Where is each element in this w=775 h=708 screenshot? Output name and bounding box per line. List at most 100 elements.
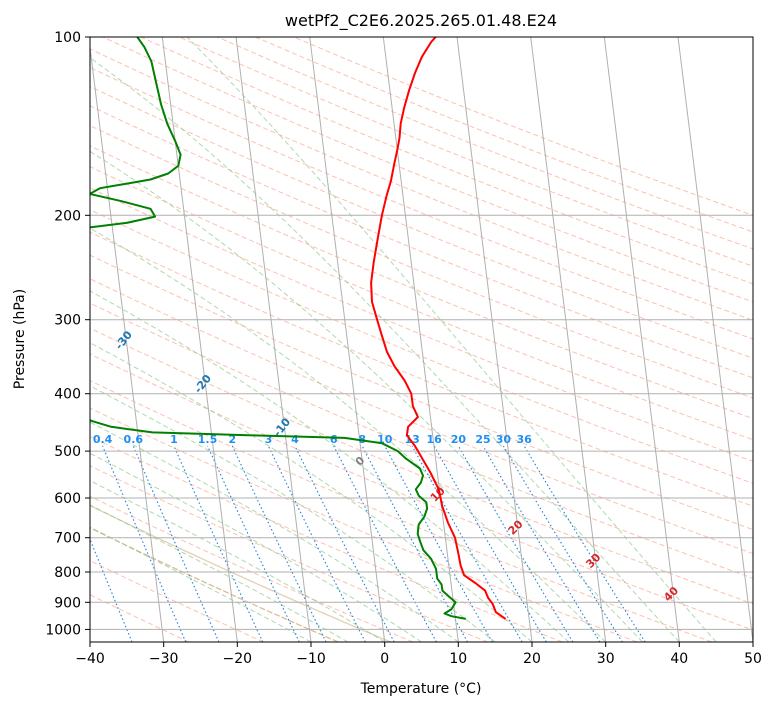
isotherm-line <box>456 37 533 642</box>
mixing-ratio-label: 6 <box>330 433 338 446</box>
moist-adiabat-label: 0 <box>353 454 368 469</box>
moist-adiabat-label: 40 <box>661 584 681 604</box>
dry-adiabat-line <box>90 278 753 555</box>
temperature-trace <box>370 37 507 620</box>
moist-adiabat-line <box>90 385 496 642</box>
isotherm-line <box>530 37 607 642</box>
x-tick-label: −20 <box>223 651 253 667</box>
x-tick-label: 20 <box>523 651 541 667</box>
y-tick-label: 900 <box>54 595 81 611</box>
moist-adiabat-line <box>90 150 643 642</box>
mixing-ratio-label: 25 <box>475 433 490 446</box>
dry-adiabat-line <box>102 37 753 303</box>
dry-adiabat-line <box>90 48 753 321</box>
x-tick-label: 40 <box>670 651 688 667</box>
moist-adiabat-line <box>90 227 607 642</box>
y-tick-label: 800 <box>54 565 81 581</box>
dry-adiabat-line <box>90 66 753 340</box>
dewpoint-trace <box>90 37 466 620</box>
moist-adiabat-line <box>186 37 717 642</box>
mixing-ratio-line <box>457 445 574 642</box>
moist-adiabats <box>90 37 717 642</box>
x-tick-label: −40 <box>75 651 105 667</box>
dry-adiabat-label: -20 <box>192 372 215 396</box>
sounding-traces <box>90 37 507 620</box>
y-tick-label: 400 <box>54 387 81 403</box>
mixing-ratio-label: 30 <box>496 433 512 446</box>
mixing-ratio-label: 1.5 <box>198 433 218 446</box>
mixing-ratio-line <box>267 445 366 642</box>
mixing-ratio-label: 0.6 <box>124 433 144 446</box>
y-tick-label: 300 <box>54 313 81 329</box>
dry-adiabat-line <box>90 327 753 605</box>
reference-adiabat-line <box>90 504 391 642</box>
x-tick-label: 50 <box>744 651 762 667</box>
isotherm-line <box>677 37 753 642</box>
mixing-ratio-line <box>173 445 264 642</box>
dry-adiabat-line <box>90 465 488 642</box>
mixing-ratio-line <box>132 445 220 642</box>
mixing-ratio-line <box>206 445 300 642</box>
dry-adiabat-line <box>90 435 563 642</box>
mixing-ratio-label: 1 <box>170 433 178 446</box>
dry-adiabat-line <box>140 37 753 285</box>
dry-adiabat-label: -40 <box>34 285 57 309</box>
isotherm-line <box>603 37 680 642</box>
y-tick-label: 100 <box>54 30 81 46</box>
y-tick-label: 500 <box>54 444 81 460</box>
mixing-ratio-label: 0.1 <box>0 433 16 446</box>
isotherm-line <box>235 37 312 642</box>
isotherm-line <box>382 37 459 642</box>
isotherm-line <box>309 37 386 642</box>
dry-adiabat-line <box>217 37 753 250</box>
dry-adiabat-line <box>90 85 753 359</box>
mixing-ratio-line <box>502 445 623 642</box>
dry-adiabat-line <box>90 302 753 579</box>
line-labels: 0.10.20.40.611.52346810131620253036-100-… <box>0 285 682 604</box>
mixing-ratio-label: 36 <box>516 433 532 446</box>
x-tick-label: 30 <box>597 651 615 667</box>
x-axis-ticks: −40 −30 −20 −10 0 10 20 30 40 50 <box>75 642 762 667</box>
mixing-ratio-line <box>361 445 468 642</box>
mixing-ratio-label: 4 <box>291 433 299 446</box>
moist-adiabat-line <box>90 480 385 642</box>
x-axis-label: Temperature (°C) <box>360 681 482 697</box>
dry-adiabat-line <box>90 353 753 631</box>
mixing-ratio-label: 8 <box>358 433 366 446</box>
moist-adiabat-line <box>90 526 312 642</box>
moist-adiabat-line <box>90 57 680 642</box>
mixing-ratio-line <box>433 445 547 642</box>
dry-adiabat-line <box>90 380 712 642</box>
chart-title: wetPf2_C2E6.2025.265.01.48.E24 <box>285 11 557 31</box>
y-tick-label: 200 <box>54 208 81 224</box>
dry-adiabat-line <box>90 560 264 642</box>
moist-adiabat-line <box>90 342 533 642</box>
mixing-ratio-lines <box>90 445 646 642</box>
dry-adiabat-line <box>90 594 190 642</box>
mixing-ratio-line <box>482 445 601 642</box>
dry-adiabat-line <box>90 407 638 642</box>
isotherm-line <box>90 43 165 642</box>
dry-adiabat-line <box>90 495 414 642</box>
mixing-ratio-label: 20 <box>451 433 467 446</box>
x-tick-label: 0 <box>380 651 389 667</box>
y-axis-label: Pressure (hPa) <box>12 289 28 389</box>
moist-adiabat-label: 30 <box>583 551 603 571</box>
plot-area: 0.10.20.40.611.52346810131620253036-100-… <box>0 37 753 642</box>
dry-adiabat-line <box>90 145 753 420</box>
mixing-ratio-line <box>231 445 327 642</box>
mixing-ratio-label: 0.4 <box>93 433 113 446</box>
mixing-ratio-line <box>102 445 187 642</box>
y-axis-ticks: 100 200 300 400 500 600 700 800 900 1000 <box>45 30 90 638</box>
moist-adiabat-line <box>90 290 570 642</box>
mixing-ratio-label: 3 <box>265 433 273 446</box>
moist-adiabat-line <box>90 421 459 642</box>
dry-adiabat-line <box>90 105 753 379</box>
plot-frame <box>89 36 754 643</box>
y-tick-label: 1000 <box>45 622 81 638</box>
x-tick-label: 10 <box>449 651 467 667</box>
mixing-ratio-line <box>384 445 493 642</box>
grid-lines <box>90 37 753 642</box>
y-tick-label: 600 <box>54 491 81 507</box>
